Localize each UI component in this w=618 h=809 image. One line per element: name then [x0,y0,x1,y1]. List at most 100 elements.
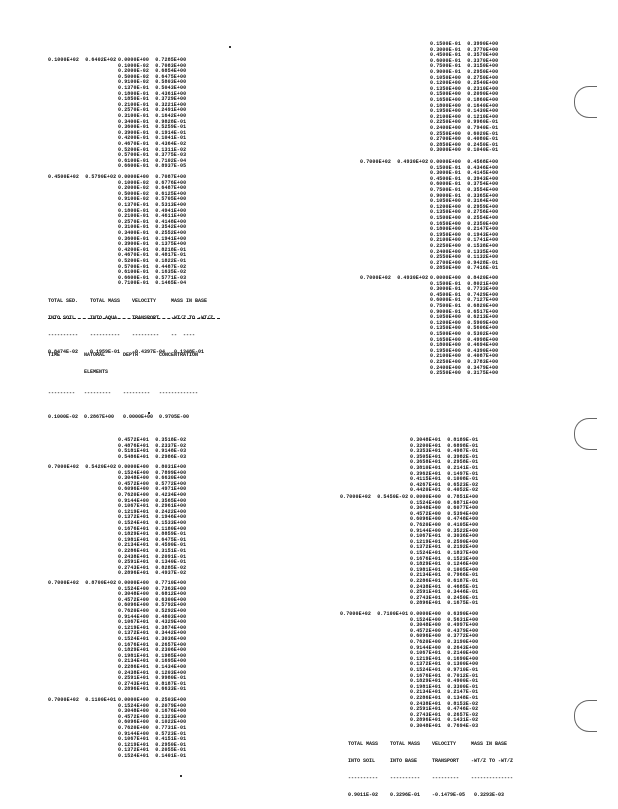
speck [148,412,150,414]
depth-concentration-row: 0.4267E+01 0.6523E-02 [410,481,479,488]
depth-concentration-row: 0.2400E+00 0.1335E+00 [430,248,499,255]
depth-concentration-row: 0.3505E+01 0.3982E-01 [410,453,479,460]
depth-concentration-row: 0.1829E+01 0.1246E+00 [410,561,479,568]
depth-concentration-row: 0.3048E+00 0.6630E+00 [118,475,187,482]
depth-concentration-row: 0.6000E-01 0.7127E+00 [430,297,499,304]
depth-concentration-row: 0.2250E+00 0.9960E-01 [430,119,499,126]
depth-concentration-row: 0.7500E-01 0.3554E+00 [430,186,499,193]
speck [180,775,182,777]
depth-concentration-row: 0.2438E+01 0.1203E+00 [118,669,187,676]
depth-concentration-row: 0.1676E+01 0.7012E-01 [410,672,479,679]
depth-concentration-row: 0.2000E-02 0.6854E+00 [118,68,187,75]
depth-concentration-row: 0.3000E-01 0.7733E+00 [430,286,499,293]
summary-header: TOTAL SED. TOTAL MASS VELOCITY MASS IN B… [48,298,208,305]
block-time-label: 0.7000E+02 0.8700E+02 [48,580,117,586]
depth-concentration-row: 0.4572E+01 0.3518E-02 [118,437,187,443]
depth-concentration-row: 0.1219E+01 0.1690E+00 [410,655,479,662]
depth-concentration-row: 0.2134E+01 0.1695E+00 [118,658,187,665]
depth-concentration-row: 0.2134E+01 0.2147E-01 [410,689,479,696]
depth-concentration-row: 0.1067E+01 0.2961E+00 [118,503,187,510]
depth-concentration-row: 0.9144E+00 0.4803E+00 [118,613,187,620]
depth-concentration-row: 0.7620E+00 0.3190E+00 [410,638,479,645]
summary-right: TOTAL MASS TOTAL MASS VELOCITY MASS IN B… [348,731,513,809]
depth-concentration-row: 0.3048E+00 0.6077E+00 [410,505,479,512]
depth-concentration-row: 0.9144E+00 0.3522E+00 [410,527,479,534]
depth-concentration-row: 0.9144E+00 0.3565E+00 [118,497,187,504]
depth-concentration-row: 0.9100E-02 0.5705E+00 [118,196,187,203]
depth-concentration-row: 0.4500E-01 0.3943E+00 [430,175,499,182]
depth-concentration-row: 0.3900E-01 0.1375E+00 [118,241,187,248]
depth-concentration-row: 0.3600E-01 0.5259E-01 [118,124,187,131]
depth-concentration-row: 0.0000E+00 0.7285E+00 [118,57,187,63]
depth-concentration-row: 0.6100E-01 0.7102E-04 [118,157,187,164]
depth-concentration-row: 0.9144E+00 0.5723E-01 [118,730,187,737]
depth-concentration-row: 0.1372E+01 0.1300E+00 [410,661,479,668]
block-rows: 0.0000E+00 0.7851E+00 0.1524E+00 0.6871E+… [410,494,479,607]
depth-concentration-row: 0.1500E+00 0.2554E+00 [430,214,499,221]
block-rows: 0.3048E+01 0.8189E-01 0.3200E+01 0.6898E-… [410,437,479,494]
depth-concentration-row: 0.5000E-02 0.6475E+00 [118,73,187,80]
summary-left: TOTAL SED. TOTAL MASS VELOCITY MASS IN B… [48,288,213,366]
punch-hole [574,418,597,450]
depth-concentration-row: 0.1829E+01 0.4900E-01 [410,678,479,685]
depth-concentration-row: 0.0000E+00 0.2503E+00 [118,697,187,703]
depth-concentration-row: 0.0000E+00 0.7087E+00 [118,174,187,180]
block-rows: 0.0000E+00 0.7285E+00 0.1000E-02 0.7083E+… [118,57,187,170]
depth-concentration-row: 0.2550E+00 0.3175E+00 [430,370,499,377]
block-time-label: 0.7000E+02 0.4930E+02 [360,275,429,281]
depth-concentration-row: 0.3100E-01 0.3542E+00 [118,224,187,231]
depth-concentration-row: 0.1981E+01 0.1005E+00 [410,566,479,573]
depth-concentration-row: 0.5700E-01 0.4487E-02 [118,263,187,270]
depth-concentration-row: 0.1500E-01 0.8021E+00 [430,280,499,287]
depth-concentration-row: 0.2743E+01 0.2450E-01 [410,594,479,601]
depth-concentration-row: 0.1200E+00 0.5909E+00 [430,319,499,326]
depth-concentration-row: 0.2134E+01 0.4590E-01 [118,542,187,549]
time-table-values: 0.1000E-02 0.2867E+00 0.0000E+00 0.9705E… [48,413,190,420]
depth-concentration-row: 0.1524E+00 0.6871E+00 [410,499,479,506]
depth-concentration-row: 0.1800E+00 0.1640E+00 [430,102,499,109]
summary-values: 0.9011E-02 0.3296E-01 -0.1479E-05 0.3293… [348,791,505,798]
depth-concentration-row: 0.1200E+00 0.2540E+00 [430,80,499,87]
depth-concentration-row: 0.2850E+00 0.2450E-01 [430,141,499,148]
summary-header: TOTAL MASS TOTAL MASS VELOCITY MASS IN B… [348,741,508,748]
depth-concentration-row: 0.3048E+00 0.1676E+00 [118,708,187,715]
depth-concentration-row: 0.2250E+00 0.1538E+00 [430,242,499,249]
depth-concentration-row: 0.1370E-01 0.5313E+00 [118,201,187,208]
depth-concentration-row: 0.5200E-01 0.1311E-02 [118,146,187,153]
depth-concentration-row: 0.7620E+00 0.7731E-01 [118,724,187,731]
depth-concentration-row: 0.4572E+00 0.5394E+00 [410,510,479,517]
depth-concentration-row: 0.2100E+00 0.1210E+00 [430,113,499,120]
depth-concentration-row: 0.3048E+01 0.7694E-03 [410,722,479,729]
depth-concentration-row: 0.1067E+01 0.3036E+00 [410,533,479,540]
depth-concentration-row: 0.2700E+00 0.9428E-01 [430,259,499,266]
depth-concentration-row: 0.2286E+01 0.1348E-01 [410,694,479,701]
depth-concentration-row: 0.6600E-01 0.8937E-05 [118,163,187,170]
depth-concentration-row: 0.3200E+01 0.6898E-01 [410,442,479,449]
depth-concentration-row: 0.1372E+01 0.2055E-01 [118,747,187,754]
block-rows: 0.0000E+00 0.6390E+00 0.1524E+00 0.5631E+… [410,611,479,729]
depth-concentration-row: 0.3000E+00 0.1040E-01 [430,147,499,154]
depth-concentration-row: 0.7500E-01 0.3150E+00 [430,63,499,70]
depth-concentration-row: 0.4572E+00 0.6300E+00 [118,596,187,603]
depth-concentration-row: 0.2591E+01 0.4746E-02 [410,706,479,713]
depth-concentration-row: 0.1676E+01 0.1180E+00 [118,525,187,532]
depth-concentration-row: 0.3400E-01 0.2552E+00 [118,229,187,236]
depth-concentration-row: 0.1370E-01 0.5043E+00 [118,84,187,91]
depth-concentration-row: 0.2438E+01 0.2091E-01 [118,553,187,560]
depth-concentration-row: 0.1524E+00 0.7363E+00 [118,585,187,592]
depth-concentration-row: 0.3000E-01 0.3770E+00 [430,46,499,53]
depth-concentration-row: 0.4670E-01 0.4364E-02 [118,140,187,147]
summary-header: INTO SOIL INTO AQUA TRANSPORT -WT/Z TO -… [48,314,214,321]
block-rows: 0.0000E+00 0.7087E+00 0.1000E-02 0.6776E+… [118,174,187,287]
block-time-label: 0.4500E+02 0.5790E+02 [48,174,117,180]
depth-concentration-row: 0.2591E+01 0.3446E-01 [410,589,479,596]
depth-concentration-row: 0.1524E+01 0.1401E-01 [118,752,187,759]
depth-concentration-row: 0.1524E+00 0.5631E+00 [410,616,479,623]
depth-concentration-row: 0.2100E+00 0.1741E+00 [430,237,499,244]
depth-concentration-row: 0.1524E+01 0.3036E+00 [118,635,187,642]
depth-concentration-row: 0.0000E+00 0.6390E+00 [410,611,479,617]
depth-concentration-row: 0.4876E+01 0.2337E-02 [118,442,187,449]
depth-concentration-row: 0.1219E+01 0.3874E+00 [118,624,187,631]
punch-hole [574,700,597,732]
depth-concentration-row: 0.2550E+00 0.1132E+00 [430,254,499,261]
